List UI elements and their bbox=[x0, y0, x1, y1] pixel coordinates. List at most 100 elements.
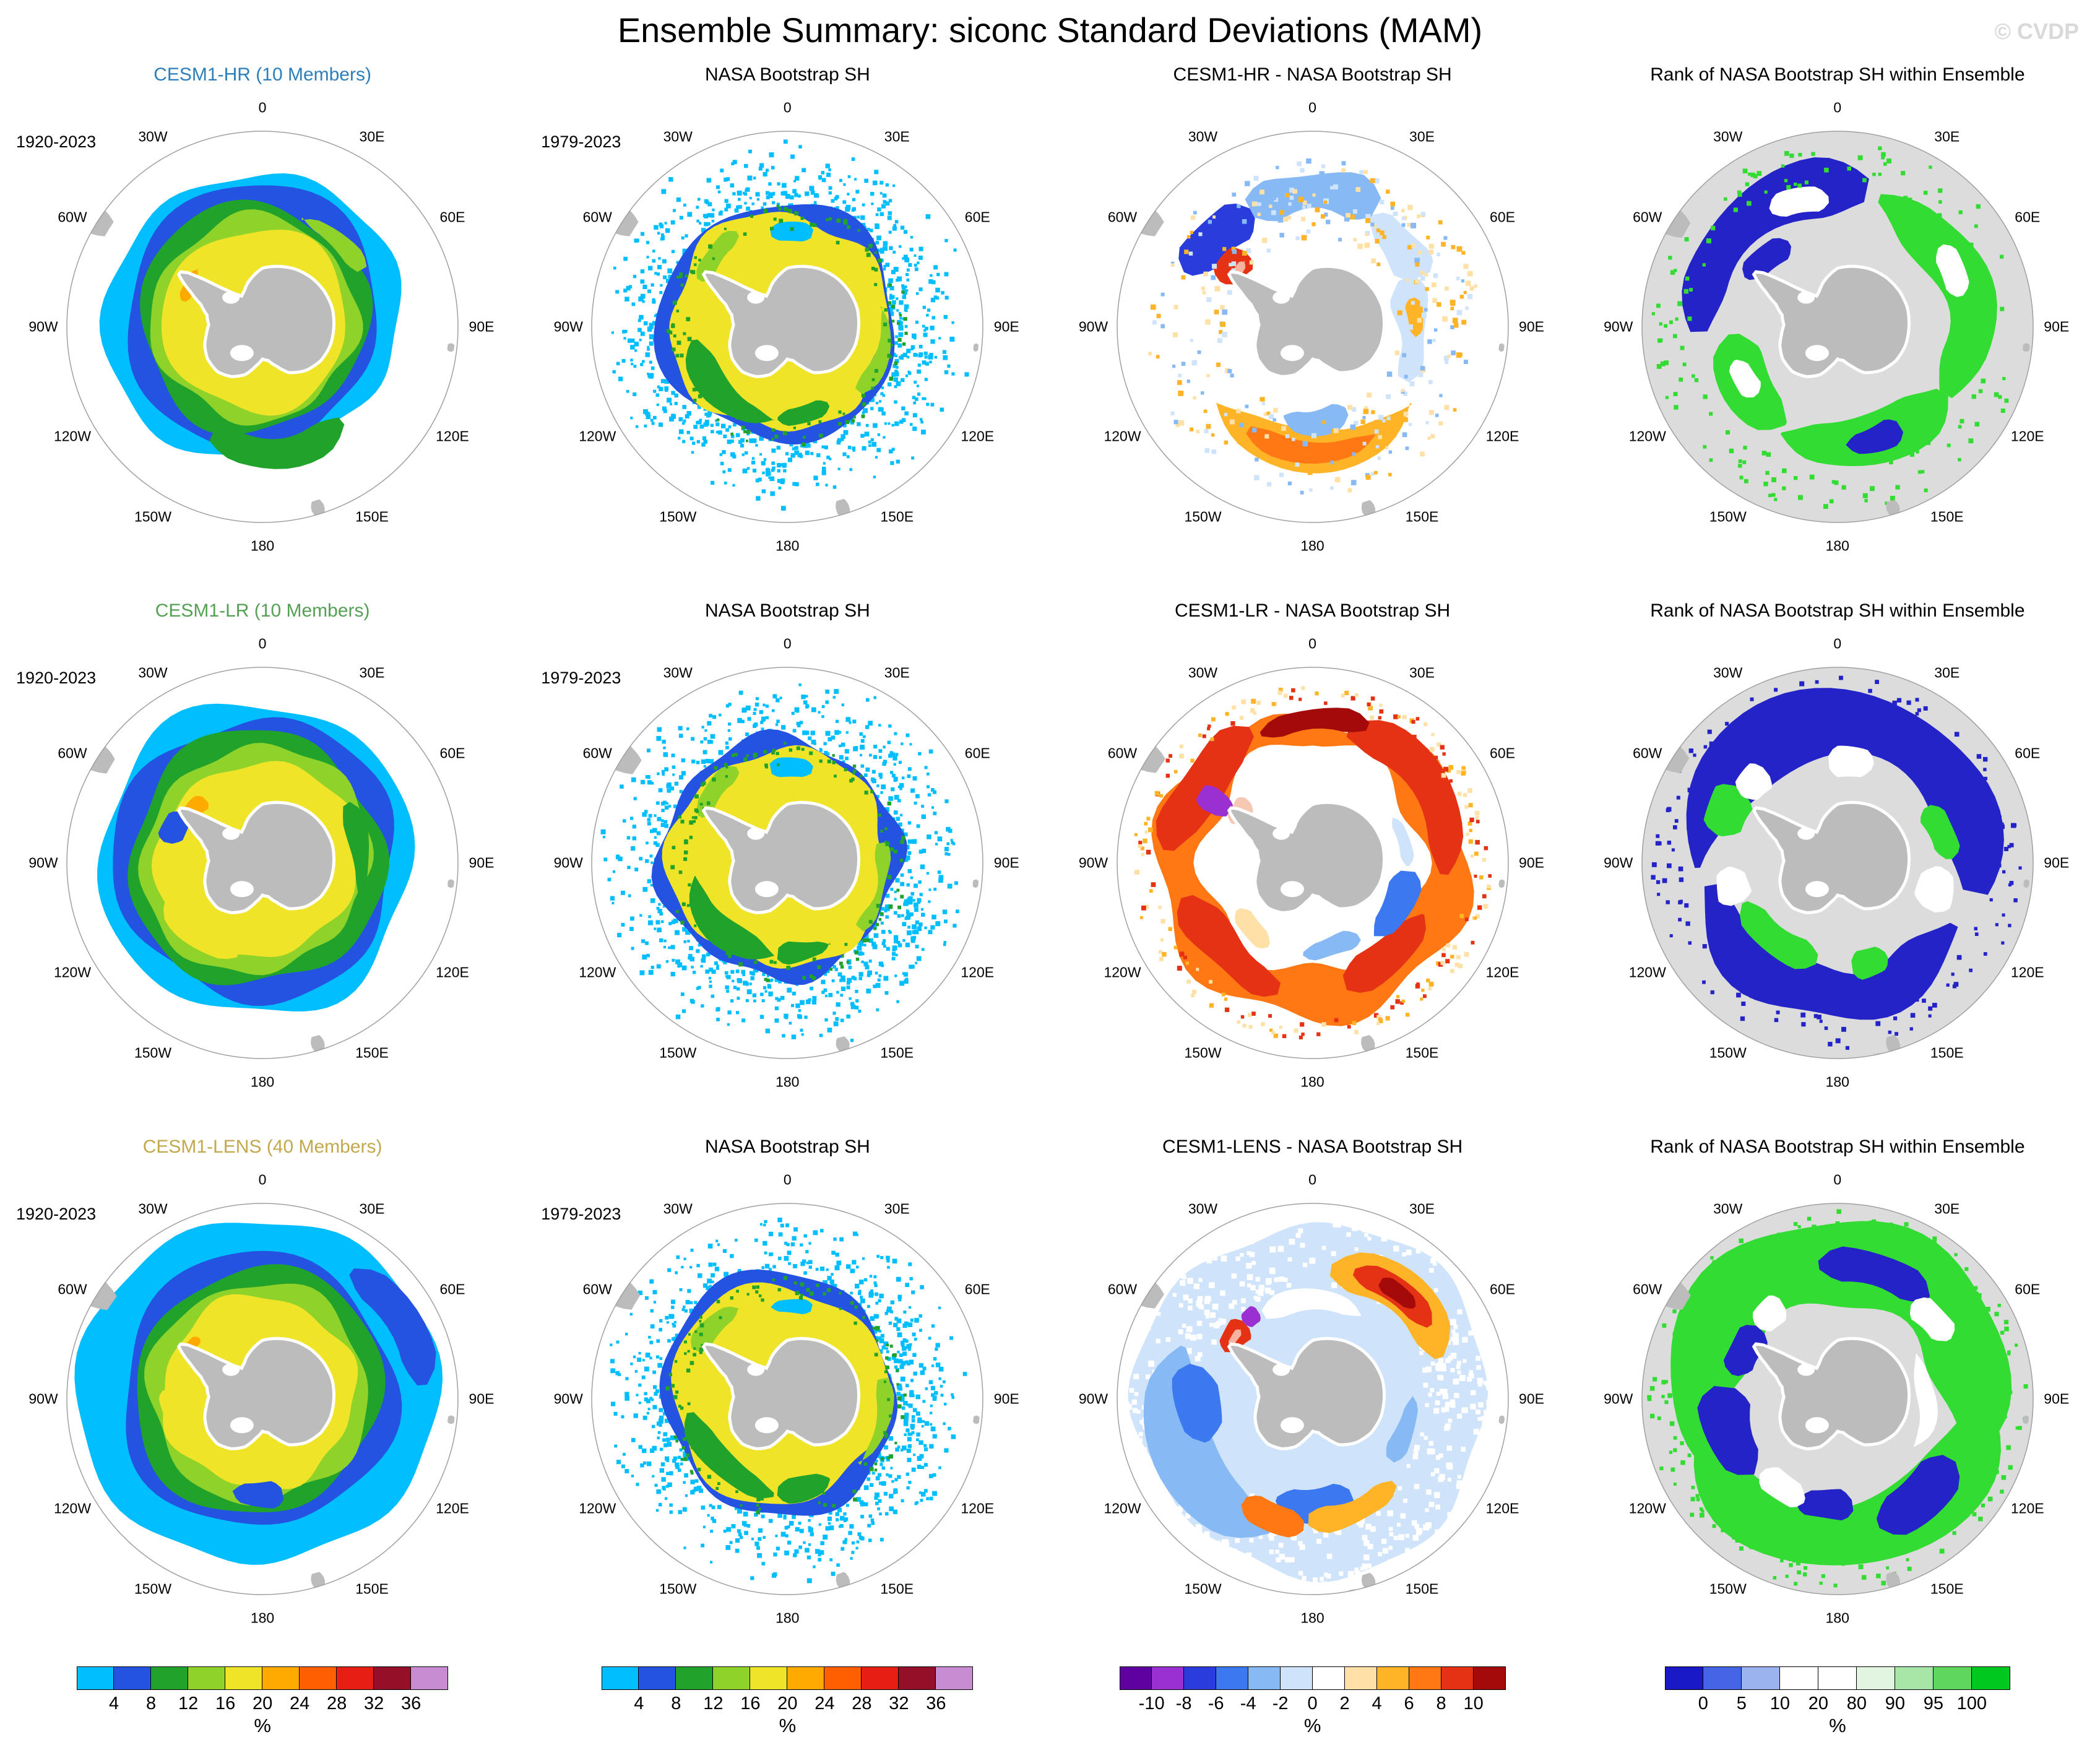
lon-label-120W: 120W bbox=[579, 428, 616, 444]
lon-label-30E: 30E bbox=[1409, 664, 1435, 681]
lon-label-90E: 90E bbox=[2044, 1390, 2070, 1407]
colorbar-tick-label: 2 bbox=[1339, 1694, 1350, 1713]
lon-label-30W: 30W bbox=[1188, 1200, 1218, 1217]
lon-label-120W: 120W bbox=[1628, 964, 1666, 981]
antarctica-landmass bbox=[1752, 1336, 1911, 1450]
lon-label-120E: 120E bbox=[2010, 1500, 2044, 1517]
new-zealand-landmass bbox=[1873, 518, 1885, 522]
lon-label-150E: 150E bbox=[1930, 508, 1964, 525]
lon-label-90E: 90E bbox=[1519, 318, 1544, 335]
lon-label-150E: 150E bbox=[880, 1044, 914, 1061]
lon-label-180: 180 bbox=[1825, 1073, 1849, 1090]
colorbar-tick-label: 36 bbox=[926, 1694, 946, 1713]
lon-label-150E: 150E bbox=[1405, 1580, 1439, 1597]
island-mark bbox=[2023, 1415, 2029, 1424]
lon-label-30E: 30E bbox=[1409, 128, 1435, 145]
lon-label-150E: 150E bbox=[880, 1580, 914, 1597]
colorbar-col1: 4 8 12 16 20 24 28 32 36% bbox=[0, 1666, 525, 1737]
colorbar-segment bbox=[1248, 1666, 1281, 1690]
map-area: 0 30E 60E 90E 120E 150E 180 150W 120W 90W 60W 30W 19… bbox=[0, 82, 525, 581]
new-zealand-landmass bbox=[823, 1590, 835, 1595]
colorbar-tick-label: 32 bbox=[889, 1694, 909, 1713]
lon-label-0: 0 bbox=[1833, 99, 1842, 116]
colorbar-segment bbox=[1312, 1666, 1345, 1690]
sea-ice-field bbox=[592, 683, 979, 1059]
lon-label-30W: 30W bbox=[1188, 128, 1218, 145]
colorbar-tick-label: 0 bbox=[1698, 1694, 1708, 1713]
new-zealand-landmass bbox=[1361, 1572, 1375, 1590]
figure-title: Ensemble Summary: siconc Standard Deviat… bbox=[617, 11, 1483, 50]
panel-title: CESM1-LR (10 Members) bbox=[155, 600, 370, 621]
lon-label-0: 0 bbox=[1308, 99, 1316, 116]
island-mark bbox=[2023, 879, 2029, 888]
colorbar-boxes bbox=[1119, 1666, 1506, 1690]
lon-label-150E: 150E bbox=[880, 508, 914, 525]
colorbar-ticks: 0 5 10 20 80 90 95 100 bbox=[1665, 1690, 2010, 1715]
period-label: 1920-2023 bbox=[16, 1205, 97, 1223]
lon-label-60E: 60E bbox=[964, 209, 990, 225]
lon-label-0: 0 bbox=[258, 635, 267, 652]
sea-ice-field bbox=[1641, 667, 2033, 1059]
lon-label-90W: 90W bbox=[1604, 318, 1633, 335]
antarctic-polar-map bbox=[591, 1203, 983, 1595]
colorbar-segment bbox=[1183, 1666, 1216, 1690]
colorbar-segment bbox=[1151, 1666, 1184, 1690]
new-zealand-landmass bbox=[823, 1055, 835, 1059]
colorbar-segment bbox=[824, 1666, 862, 1690]
lon-label-180: 180 bbox=[776, 1073, 800, 1090]
island-mark bbox=[1498, 343, 1505, 352]
colorbar-segment bbox=[899, 1666, 936, 1690]
sea-ice-field bbox=[1117, 1212, 1505, 1595]
period-label: 1979-2023 bbox=[541, 132, 621, 151]
lon-label-60W: 60W bbox=[1633, 745, 1662, 761]
new-zealand-landmass bbox=[298, 1590, 310, 1595]
lon-label-60E: 60E bbox=[2015, 745, 2041, 761]
lon-label-90W: 90W bbox=[1604, 854, 1633, 871]
ross-ice-shelf bbox=[1280, 1417, 1304, 1434]
new-zealand-landmass bbox=[836, 1036, 850, 1052]
colorbar-tick-label: -2 bbox=[1272, 1694, 1289, 1713]
lon-label-150W: 150W bbox=[134, 1580, 172, 1597]
panel-title: Rank of NASA Bootstrap SH within Ensembl… bbox=[1650, 64, 2025, 85]
lon-label-90E: 90E bbox=[1519, 1390, 1544, 1407]
colorbar-tick-label: 80 bbox=[1846, 1694, 1867, 1713]
colorbar-segment bbox=[676, 1666, 714, 1690]
colorbar-segment bbox=[225, 1666, 263, 1690]
lon-label-60E: 60E bbox=[1490, 209, 1515, 225]
lon-label-90W: 90W bbox=[1078, 854, 1108, 871]
map-panel-r3c4: Rank of NASA Bootstrap SH within Ensembl… bbox=[1575, 1127, 2100, 1663]
lon-label-120W: 120W bbox=[53, 1500, 92, 1517]
new-zealand-landmass bbox=[1886, 1571, 1900, 1590]
colorbar-unit: % bbox=[1303, 1715, 1321, 1736]
antarctic-polar-map bbox=[1641, 131, 2034, 523]
lon-label-0: 0 bbox=[783, 1171, 792, 1188]
lon-label-60W: 60W bbox=[1107, 1281, 1138, 1297]
map-panel-grid: CESM1-HR (10 Members) 0 30E 60E 90E 120E 150E 1… bbox=[0, 54, 2100, 1663]
lon-label-60E: 60E bbox=[1490, 745, 1515, 761]
antarctic-polar-map bbox=[66, 1203, 459, 1595]
lon-label-120W: 120W bbox=[53, 964, 92, 981]
lon-label-30W: 30W bbox=[1713, 128, 1743, 145]
map-panel-r2c3: CESM1-LR - NASA Bootstrap SH 0 30E 60E 90E 12… bbox=[1050, 591, 1575, 1127]
colorbar-segment bbox=[1933, 1666, 1972, 1690]
island-mark bbox=[2022, 343, 2030, 352]
colorbar-boxes bbox=[602, 1666, 974, 1690]
antarctica-landmass bbox=[1227, 264, 1386, 378]
ross-ice-shelf bbox=[755, 1417, 779, 1434]
lon-label-90W: 90W bbox=[1078, 318, 1108, 335]
lon-label-120W: 120W bbox=[1104, 428, 1141, 444]
lon-label-60W: 60W bbox=[582, 745, 612, 761]
ross-ice-shelf bbox=[1805, 345, 1829, 362]
period-label: 1920-2023 bbox=[16, 132, 97, 151]
new-zealand-landmass bbox=[1347, 1589, 1360, 1595]
colorbar-segment bbox=[750, 1666, 788, 1690]
colorbar-tick-label: 20 bbox=[1808, 1694, 1829, 1713]
colorbar-segment bbox=[1664, 1666, 1703, 1690]
colorbar-segment bbox=[337, 1666, 374, 1690]
colorbar-unit: % bbox=[779, 1715, 797, 1736]
new-zealand-landmass bbox=[1348, 1054, 1360, 1059]
colorbar-tick-label: 24 bbox=[289, 1694, 310, 1713]
colorbar-unit: % bbox=[254, 1715, 271, 1736]
antarctica-landmass bbox=[1227, 1336, 1386, 1450]
lon-label-180: 180 bbox=[250, 1073, 275, 1090]
